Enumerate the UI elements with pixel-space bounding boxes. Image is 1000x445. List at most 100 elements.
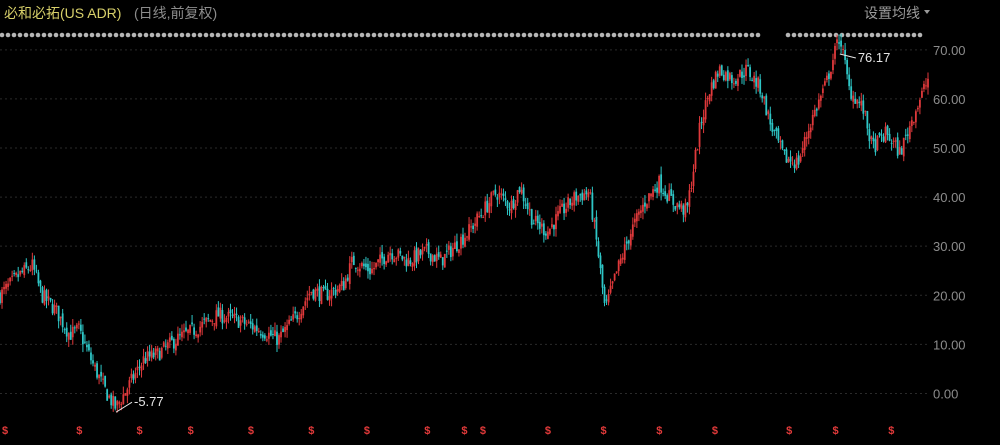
candle-body [399,251,402,254]
indicator-dot [827,32,833,38]
dividend-marker-icon[interactable]: $ [76,425,82,437]
dividend-marker-icon[interactable]: $ [188,425,194,437]
candle-body [284,326,286,332]
indicator-dot [617,32,623,38]
dividend-marker-icon[interactable]: $ [545,425,551,437]
dividend-marker-icon[interactable]: $ [601,425,607,437]
candle-body [591,192,594,220]
chevron-down-icon[interactable] [924,10,930,14]
indicator-dot [341,32,347,38]
dividend-marker-icon[interactable]: $ [833,425,839,437]
candle-body [686,202,689,206]
dividend-marker-icon[interactable]: $ [2,425,8,437]
candle-body [896,137,899,156]
dividend-marker-icon[interactable]: $ [364,425,370,437]
candle-body [116,401,119,406]
candle-body [658,176,661,194]
candle-body [575,191,578,201]
indicator-dot [605,32,611,38]
candle-body [128,380,131,388]
indicator-dot [239,32,245,38]
dividend-marker-icon[interactable]: $ [656,425,662,437]
ma-settings-button[interactable]: 设置均线 [864,5,920,21]
candle-body [474,223,477,226]
candle-body [826,75,828,81]
indicator-dot [695,32,701,38]
candle-body [197,334,200,338]
candle-body [69,331,72,340]
candle-body [81,332,84,345]
candle-body [7,283,9,287]
candle-body [512,199,515,209]
candle-body [174,343,177,351]
indicator-dot [731,32,737,38]
candle-body [199,326,202,333]
candle-body [862,100,865,114]
dividend-marker-icon[interactable]: $ [480,425,486,437]
dividend-marker-icon[interactable]: $ [461,425,467,437]
dividend-marker-icon[interactable]: $ [137,425,143,437]
candle-body [555,214,557,230]
dividend-marker-icon[interactable]: $ [712,425,718,437]
candle-body [884,126,887,143]
candle-body [255,325,258,331]
candle-body [753,75,756,83]
candle-body [294,311,297,314]
candle-body [771,122,774,132]
indicator-dot [659,32,665,38]
indicator-dot [881,32,887,38]
candle-body [542,223,545,236]
candle-body [536,215,539,224]
candle-body [237,316,240,328]
candle-body [532,223,535,225]
dividend-marker-icon[interactable]: $ [308,425,314,437]
candle-body [219,307,222,319]
candle-body [763,96,766,99]
candle-body [409,260,412,264]
indicator-dot [275,32,281,38]
indicator-dot [407,32,413,38]
price-annotations: 76.17 -5.77 [115,50,890,413]
candle-body [761,95,764,99]
candle-body [706,97,709,100]
candle-body [767,111,770,114]
candle-body [152,352,155,358]
indicator-dot [443,32,449,38]
candle-body [308,293,311,296]
indicator-dot [257,32,263,38]
candle-body [363,263,365,267]
candle-body [757,77,760,88]
candle-body [371,268,373,274]
candle-body [53,305,56,314]
candle-body [100,371,102,377]
candle-body [886,125,889,135]
candle-body [724,72,727,81]
dividend-marker-icon[interactable]: $ [786,425,792,437]
indicator-dot [785,32,791,38]
dividend-marker-icon[interactable]: $ [248,425,254,437]
candle-body [209,319,212,322]
chart-title: 必和必拓(US ADR) [4,5,122,21]
candle-body [360,262,363,267]
candle-body [660,174,663,193]
candle-body [324,285,327,290]
candle-body [894,140,897,142]
dividend-marker-icon[interactable]: $ [888,425,894,437]
candle-body [162,342,165,347]
candle-body [280,331,282,338]
grid-lines [0,49,928,394]
candle-body [569,198,572,205]
event-markers[interactable]: $ $ $ $ $ $ $ $ $ $ $ $ $ $ $ $ $ [2,425,894,437]
candle-body [728,73,731,80]
candle-body [88,344,90,351]
dividend-marker-icon[interactable]: $ [424,425,430,437]
candle-body [902,137,905,157]
candle-body [328,296,331,301]
candle-body [741,71,743,79]
candle-body [868,129,871,142]
candle-body [698,122,701,147]
candle-body [553,224,555,230]
candle-body [642,204,644,212]
candle-body [882,136,885,142]
indicator-dot [581,32,587,38]
